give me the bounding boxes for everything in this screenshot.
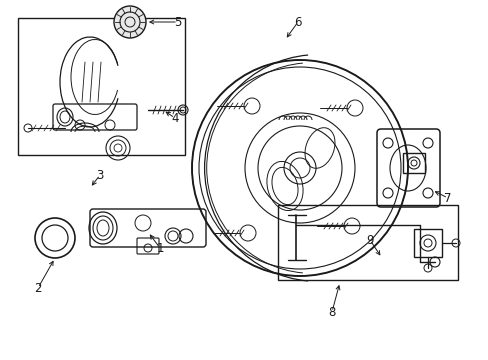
Circle shape xyxy=(114,6,146,38)
Bar xyxy=(278,205,457,280)
Text: 3: 3 xyxy=(96,168,103,181)
Bar xyxy=(402,153,424,173)
Text: 5: 5 xyxy=(174,15,182,28)
Text: 6: 6 xyxy=(294,15,301,28)
Bar xyxy=(18,18,184,155)
Text: 9: 9 xyxy=(366,234,373,247)
Text: 4: 4 xyxy=(171,112,179,125)
Text: 1: 1 xyxy=(156,242,163,255)
Bar xyxy=(413,229,441,257)
Text: 2: 2 xyxy=(34,282,41,294)
Text: 7: 7 xyxy=(443,192,451,204)
Text: 8: 8 xyxy=(327,306,335,319)
